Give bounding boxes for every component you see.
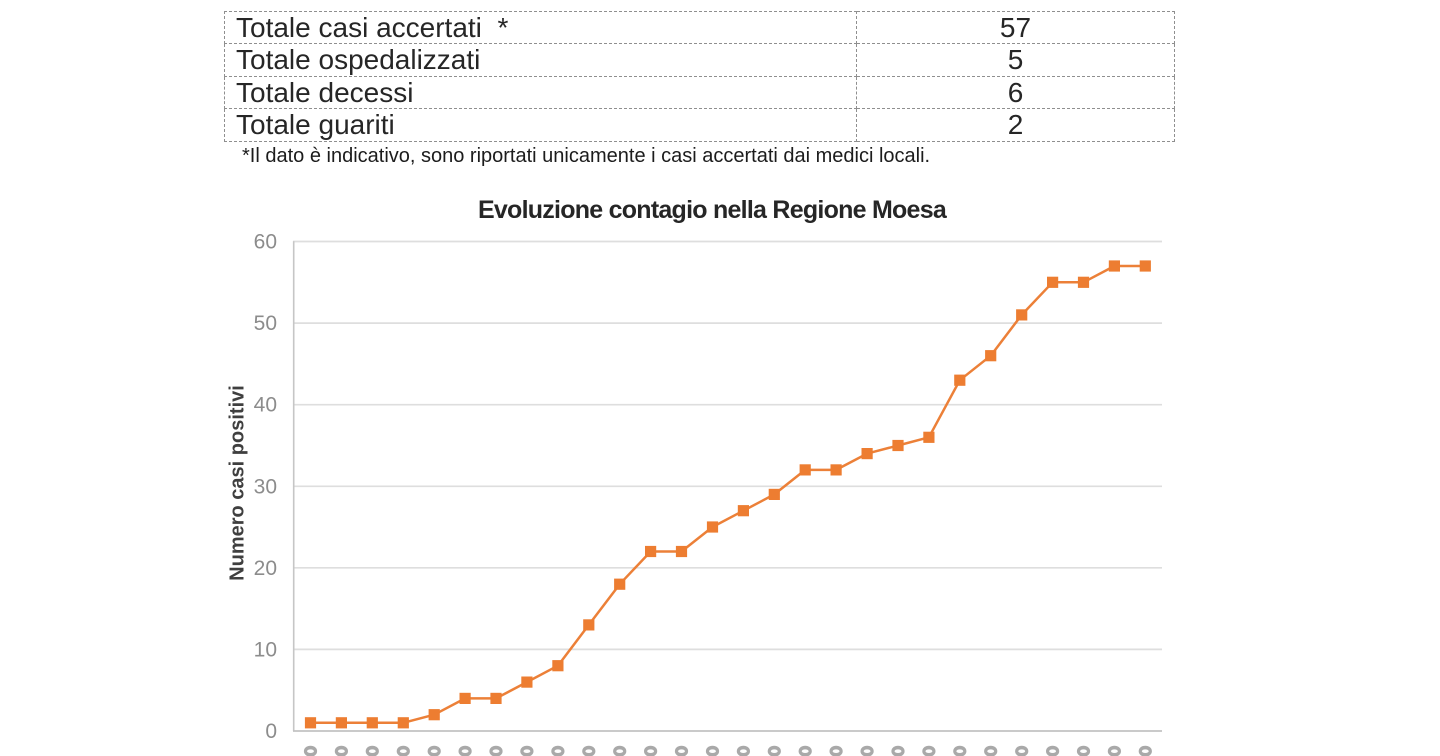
svg-text:40: 40 xyxy=(254,394,277,417)
svg-text:60: 60 xyxy=(254,231,277,254)
svg-text:Numero casi positivi: Numero casi positivi xyxy=(227,385,249,581)
svg-text:50: 50 xyxy=(254,312,277,335)
svg-text:10: 10 xyxy=(254,638,277,661)
svg-text:30: 30 xyxy=(254,475,277,498)
svg-text:0: 0 xyxy=(265,720,277,743)
svg-text:20: 20 xyxy=(254,557,277,580)
